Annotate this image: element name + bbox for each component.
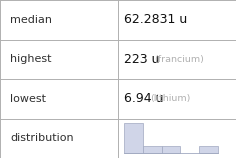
Text: lowest: lowest (10, 94, 46, 104)
Text: 223 u: 223 u (124, 53, 160, 66)
Text: highest: highest (10, 54, 51, 64)
Text: median: median (10, 15, 52, 25)
Text: 6.94 u: 6.94 u (124, 92, 164, 105)
Bar (199, 146, 218, 153)
Text: (francium): (francium) (154, 55, 204, 64)
Bar (143, 146, 162, 153)
Text: distribution: distribution (10, 133, 74, 143)
Text: (lithium): (lithium) (150, 94, 190, 103)
Bar (162, 146, 180, 153)
Bar (124, 123, 143, 153)
Text: 62.2831 u: 62.2831 u (124, 13, 187, 26)
